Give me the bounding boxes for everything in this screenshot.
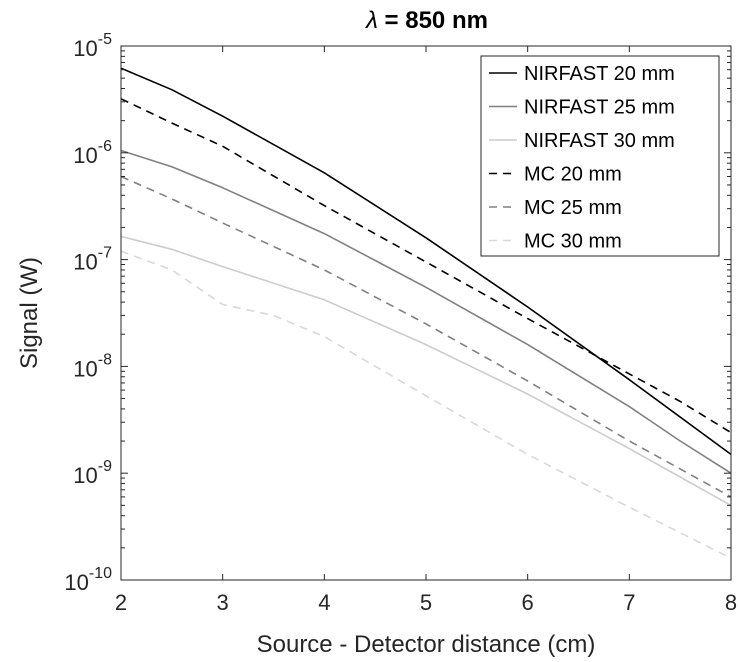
x-tick-label: 7 [623, 590, 635, 615]
x-tick-label: 6 [522, 590, 534, 615]
y-tick-label: 10-8 [73, 351, 112, 381]
y-tick-label-base: 10 [64, 570, 88, 595]
y-tick-label-base: 10 [73, 250, 97, 275]
series-line-4 [120, 98, 732, 434]
y-tick-label: 10-9 [73, 458, 112, 488]
series-line-5 [120, 175, 732, 498]
legend: NIRFAST 20 mm NIRFAST 25 mm NIRFAST 30 mm M… [480, 55, 720, 257]
x-tick-label: 5 [420, 590, 432, 615]
y-tick-label: 10-6 [73, 138, 112, 168]
chart-title-symbol: λ [364, 7, 378, 34]
series-line-6 [120, 250, 732, 559]
series-line-3 [120, 235, 732, 507]
y-tick-label-base: 10 [73, 463, 97, 488]
legend-entry-label: MC 20 mm [524, 164, 622, 186]
y-tick-label-base: 10 [73, 356, 97, 381]
chart-title-rest: = 850 nm [378, 7, 488, 34]
y-tick-label-exponent: -6 [98, 138, 112, 155]
y-tick-label-exponent: -10 [89, 565, 112, 582]
x-axis-label: Source - Detector distance (cm) [257, 631, 596, 658]
legend-entry-label: NIRFAST 25 mm [524, 97, 675, 119]
y-tick-label: 10-10 [64, 565, 112, 595]
x-tick-label: 2 [115, 590, 127, 615]
chart-title: λ = 850 nm [364, 7, 488, 34]
series-layer [120, 67, 732, 559]
y-tick-label: 10-7 [73, 245, 112, 275]
x-tick-label: 8 [725, 590, 737, 615]
legend-box [480, 55, 720, 257]
y-tick-label-exponent: -9 [98, 458, 112, 475]
y-tick-label-exponent: -5 [98, 31, 112, 48]
y-tick-label: 10-5 [73, 31, 112, 61]
x-tick-label: 4 [318, 590, 330, 615]
legend-items: NIRFAST 20 mm NIRFAST 25 mm NIRFAST 30 mm M… [489, 63, 675, 253]
y-tick-label-exponent: -8 [98, 351, 112, 368]
x-tick-label: 3 [217, 590, 229, 615]
y-tick-label-exponent: -7 [98, 245, 112, 262]
y-tick-label-base: 10 [73, 143, 97, 168]
legend-entry-label: MC 30 mm [524, 231, 622, 253]
legend-entry-label: MC 25 mm [524, 197, 622, 219]
legend-entry-label: NIRFAST 30 mm [524, 130, 675, 152]
y-tick-label-base: 10 [73, 36, 97, 61]
series-line-1 [120, 67, 732, 456]
y-axis-label: Signal (W) [16, 257, 43, 369]
legend-entry-label: NIRFAST 20 mm [524, 63, 675, 85]
series-line-2 [120, 149, 732, 474]
